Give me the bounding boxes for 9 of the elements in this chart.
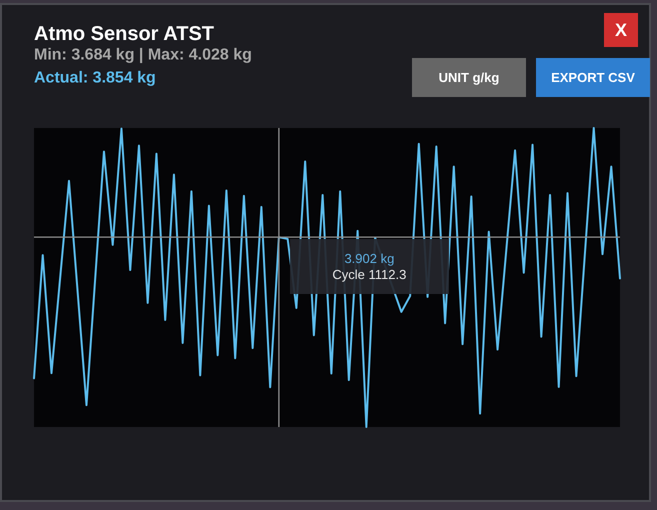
close-button[interactable]: X <box>604 13 638 47</box>
annotation: Cycle 1112.3 <box>332 266 406 283</box>
unit-button[interactable]: UNIT g/kg <box>412 58 526 97</box>
chart-title: Atmo Sensor ATST <box>34 23 214 45</box>
ref-line-label: 3.902 kg <box>344 250 394 267</box>
chart-subtitle: Min: 3.684 kg | Max: 4.028 kg <box>34 46 252 64</box>
tooltip: 3.902 kg Cycle 1112.3 <box>290 239 449 294</box>
export-csv-button[interactable]: EXPORT CSV <box>536 58 650 97</box>
text: Actual: 3.854 kg <box>34 70 156 86</box>
